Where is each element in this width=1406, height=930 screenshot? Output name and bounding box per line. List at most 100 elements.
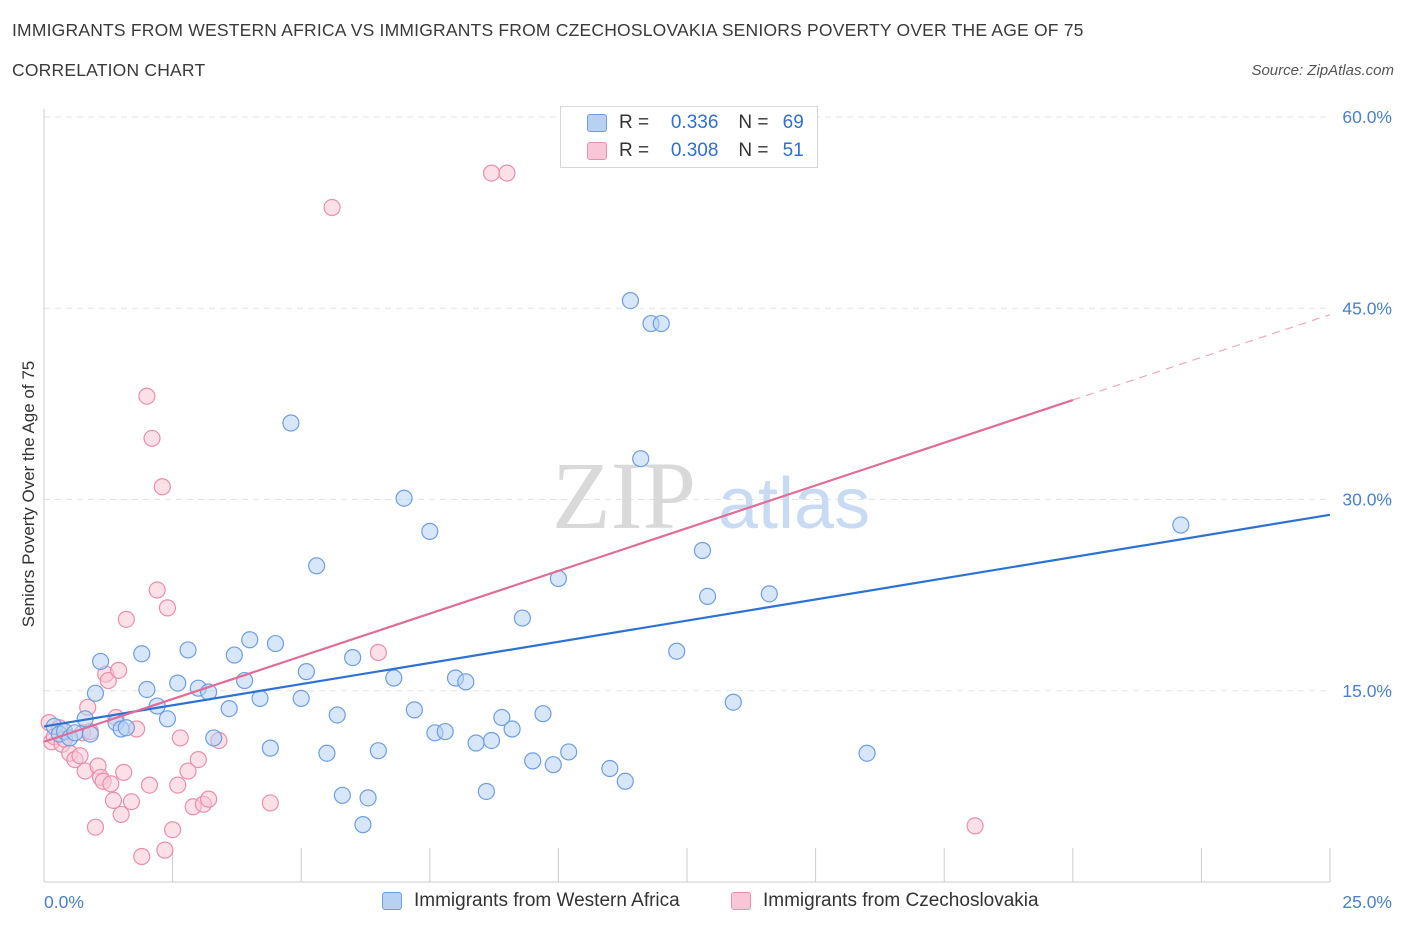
czechoslovakia-point bbox=[200, 790, 218, 808]
czechoslovakia-point bbox=[112, 805, 130, 824]
western-africa-point bbox=[698, 587, 717, 606]
legend-n-value: 69 bbox=[782, 112, 804, 133]
western-africa-point bbox=[436, 722, 454, 741]
bottom-legend-swatch-blue bbox=[382, 892, 402, 910]
western-africa-point bbox=[632, 450, 650, 468]
source-label: Source: ZipAtlas.com bbox=[1251, 62, 1394, 79]
y-axis-label: Seniors Poverty Over the Age of 75 bbox=[19, 361, 38, 627]
watermark-atlas: atlas bbox=[718, 464, 870, 544]
czechoslovakia-point bbox=[158, 599, 177, 617]
western-africa-point bbox=[292, 689, 310, 708]
western-africa-point bbox=[225, 646, 243, 664]
western-africa-point bbox=[503, 720, 521, 738]
czechoslovakia-point bbox=[140, 776, 159, 794]
czechoslovakia-point bbox=[156, 841, 174, 859]
western-africa-point bbox=[282, 414, 300, 432]
western-africa-point bbox=[760, 585, 778, 603]
western-africa-point bbox=[601, 759, 619, 778]
x-tick-label: 0.0% bbox=[44, 892, 84, 912]
legend-swatch-pink bbox=[587, 142, 607, 160]
czechoslovakia-point bbox=[138, 387, 156, 405]
western-africa-point bbox=[266, 634, 285, 653]
western-africa-point bbox=[133, 645, 151, 663]
czechoslovakia-point bbox=[498, 164, 516, 182]
y-tick-label: 45.0% bbox=[1342, 298, 1392, 318]
western-africa-point bbox=[493, 708, 511, 727]
czechoslovakia-point bbox=[261, 794, 279, 812]
czechoslovakia-point bbox=[323, 198, 341, 217]
western-africa-point bbox=[308, 557, 326, 575]
czechoslovakia-point bbox=[109, 661, 128, 679]
czechoslovakia-point bbox=[86, 818, 105, 836]
series-czechoslovakia-points bbox=[40, 164, 984, 866]
western-africa-point bbox=[369, 742, 387, 760]
western-africa-point bbox=[421, 522, 439, 540]
bottom-legend-swatch-pink bbox=[731, 892, 751, 910]
western-africa-point bbox=[297, 663, 315, 681]
legend-n-value: 51 bbox=[782, 140, 804, 161]
western-africa-point bbox=[205, 729, 223, 747]
czechoslovakia-point bbox=[189, 750, 207, 769]
czechoslovakia-point bbox=[171, 729, 189, 747]
western-africa-point bbox=[261, 739, 279, 757]
legend-row-western-africa: R = 0.336 N = 69 bbox=[587, 111, 804, 135]
x-tick-label: 25.0% bbox=[1342, 892, 1392, 912]
czechoslovakia-point bbox=[164, 821, 182, 839]
series-western-africa-points bbox=[45, 292, 1190, 834]
grid-lines bbox=[44, 116, 1330, 692]
legend-r-label: R = bbox=[619, 112, 650, 133]
czechoslovakia-trend-line-extension bbox=[1072, 314, 1331, 401]
watermark-zip: ZIP bbox=[552, 442, 696, 549]
chart-title: IMMIGRANTS FROM WESTERN AFRICA VS IMMIGR… bbox=[12, 20, 1084, 40]
czechoslovakia-point bbox=[99, 671, 117, 690]
western-africa-point bbox=[318, 744, 336, 762]
western-africa-trend-line bbox=[43, 513, 1331, 728]
legend-row-czechoslovakia: R = 0.308 N = 51 bbox=[587, 139, 804, 163]
western-africa-point bbox=[652, 314, 670, 333]
axes bbox=[43, 109, 1331, 883]
western-africa-point bbox=[354, 816, 372, 834]
czechoslovakia-trend-line bbox=[43, 399, 1074, 743]
western-africa-point bbox=[724, 693, 742, 711]
czechoslovakia-point bbox=[169, 776, 187, 794]
western-africa-point bbox=[560, 743, 578, 761]
y-tick-label: 30.0% bbox=[1342, 490, 1392, 510]
western-africa-point bbox=[169, 674, 187, 692]
western-africa-point bbox=[1172, 516, 1190, 534]
tick-labels: 15.0% 30.0% 45.0% 60.0% 0.0% 25.0% bbox=[44, 107, 1392, 912]
chart-subtitle: CORRELATION CHART bbox=[12, 60, 206, 80]
western-africa-point bbox=[117, 719, 135, 737]
bottom-legend-czechoslovakia: Immigrants from Czechoslovakia bbox=[731, 888, 1039, 914]
western-africa-point bbox=[138, 680, 156, 699]
western-africa-point bbox=[544, 756, 562, 774]
western-africa-point bbox=[668, 642, 686, 660]
western-africa-point bbox=[621, 292, 640, 310]
y-tick-label: 15.0% bbox=[1342, 681, 1392, 701]
western-africa-point bbox=[333, 786, 351, 804]
western-africa-point bbox=[328, 706, 346, 724]
western-africa-point bbox=[220, 699, 238, 718]
western-africa-point bbox=[395, 489, 413, 507]
western-africa-point bbox=[477, 782, 495, 801]
legend-r-value: 0.336 bbox=[670, 112, 719, 133]
western-africa-point bbox=[524, 752, 542, 770]
czechoslovakia-point bbox=[133, 847, 151, 866]
western-africa-point bbox=[513, 609, 531, 627]
czechoslovakia-point bbox=[102, 775, 120, 793]
czechoslovakia-point bbox=[143, 429, 161, 447]
czechoslovakia-point bbox=[179, 762, 197, 780]
western-africa-point bbox=[91, 652, 110, 671]
western-africa-point bbox=[482, 731, 501, 750]
western-africa-point bbox=[457, 673, 475, 691]
czechoslovakia-point bbox=[966, 817, 984, 835]
czechoslovakia-point bbox=[104, 791, 123, 810]
legend-swatch-blue bbox=[587, 114, 607, 132]
czechoslovakia-point bbox=[71, 747, 89, 765]
western-africa-point bbox=[693, 541, 712, 560]
western-africa-point bbox=[344, 648, 362, 667]
western-africa-point bbox=[616, 772, 634, 790]
western-africa-point bbox=[858, 744, 876, 762]
czechoslovakia-point bbox=[122, 793, 141, 811]
czechoslovakia-point bbox=[369, 643, 387, 662]
bottom-legend-western-africa: Immigrants from Western Africa bbox=[382, 888, 680, 914]
